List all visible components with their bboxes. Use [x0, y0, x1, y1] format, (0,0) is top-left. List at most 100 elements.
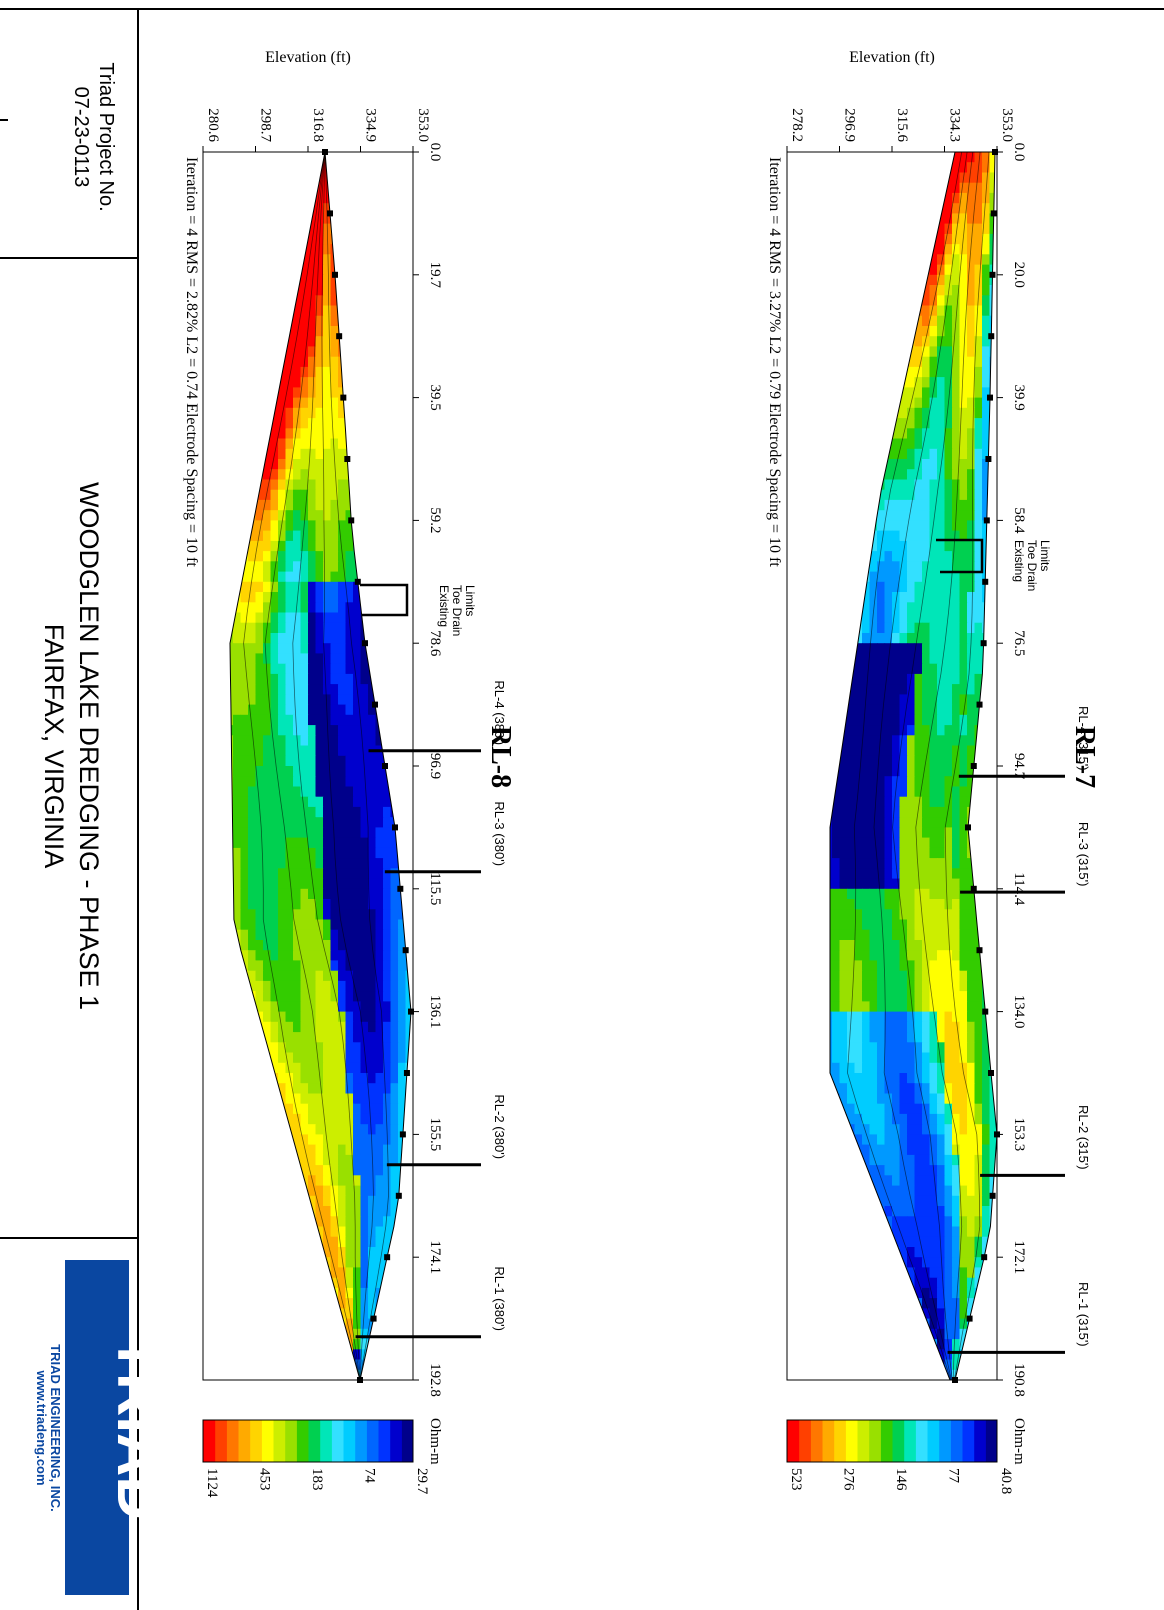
- rl7-resistivity-cell: [899, 1216, 908, 1228]
- rl8-resistivity-cell: [270, 643, 279, 654]
- rl7-resistivity-cell: [952, 192, 961, 204]
- rl7-resistivity-cell: [929, 551, 938, 562]
- rl8-resistivity-cell: [368, 909, 377, 921]
- rl7-resistivity-cell: [914, 285, 923, 296]
- rl7-resistivity-cell: [839, 837, 848, 849]
- rl8-resistivity-cell: [323, 837, 332, 849]
- rl7-resistivity-cell: [929, 1185, 938, 1197]
- rl8-resistivity-cell: [293, 428, 302, 440]
- rl7-resistivity-cell: [892, 1093, 901, 1105]
- rl7-resistivity-cell: [959, 274, 968, 286]
- rl7-resistivity-cell: [922, 387, 931, 399]
- rl8-resistivity-cell: [278, 673, 287, 685]
- rl8-resistivity-cell: [315, 397, 324, 409]
- rl7-resistivity-cell: [982, 499, 991, 511]
- rl7-resistivity-cell: [869, 991, 878, 1002]
- rl8-colorbar-tick-label: 74: [362, 1468, 378, 1484]
- rl8-resistivity-cell: [248, 499, 257, 511]
- rl8-resistivity-cell: [330, 489, 339, 501]
- rl7-resistivity-cell: [899, 469, 908, 480]
- rl7-resistivity-cell: [869, 878, 878, 890]
- rl8-resistivity-cell: [278, 418, 287, 429]
- rl8-resistivity-cell: [330, 407, 339, 419]
- rl8-resistivity-cell: [285, 725, 294, 736]
- rl7-resistivity-cell: [967, 909, 976, 921]
- rl7-resistivity-cell: [907, 960, 916, 972]
- rl7-resistivity-cell: [899, 837, 908, 849]
- rl8-electrode-marker: [340, 394, 347, 401]
- rl7-resistivity-cell: [877, 561, 886, 573]
- rl8-resistivity-cell: [300, 980, 309, 992]
- rl7-resistivity-cell: [929, 489, 938, 501]
- rl7-resistivity-cell: [922, 878, 931, 890]
- rl7-resistivity-cell: [862, 1073, 871, 1084]
- rl7-resistivity-cell: [907, 745, 916, 757]
- rl8-resistivity-cell: [360, 653, 369, 665]
- rl7-resistivity-cell: [884, 1175, 893, 1187]
- rl7-resistivity-cell: [830, 909, 833, 921]
- rl7-resistivity-cell: [907, 1011, 916, 1023]
- rl7-resistivity-cell: [907, 315, 916, 327]
- rl7-resistivity-cell: [929, 714, 938, 726]
- rl8-resistivity-cell: [375, 919, 384, 931]
- rl7-resistivity-cell: [967, 1216, 976, 1228]
- company-name: TRIAD ENGINEERING, INC.: [48, 1344, 63, 1512]
- rl7-resistivity-cell: [914, 980, 923, 992]
- rl7-y-tick-label: 296.9: [842, 108, 858, 142]
- rl8-resistivity-cell: [278, 755, 287, 767]
- rl7-resistivity-cell: [899, 499, 908, 511]
- rl8-resistivity-cell: [315, 817, 324, 828]
- rl8-contour-line: [324, 152, 389, 1380]
- rl7-resistivity-cell: [974, 1052, 983, 1064]
- rl8-resistivity-cell: [300, 305, 309, 317]
- rl7-resistivity-cell: [974, 438, 983, 450]
- rl7-resistivity-cell: [854, 755, 863, 767]
- rl8-resistivity-cell: [368, 806, 377, 818]
- rl8-resistivity-cell: [353, 1236, 362, 1248]
- rl8-resistivity-cell: [293, 919, 302, 931]
- rl8-resistivity-cell: [285, 397, 294, 409]
- rl7-resistivity-cell: [922, 366, 931, 378]
- rl7-resistivity-cell: [937, 1073, 946, 1084]
- rl7-resistivity-cell: [959, 827, 968, 839]
- rl8-resistivity-cell: [353, 796, 362, 808]
- rl8-resistivity-cell: [383, 1001, 392, 1013]
- rl7-resistivity-cell: [944, 991, 953, 1002]
- rl8-resistivity-cell: [323, 1001, 332, 1013]
- rl7-resistivity-cell: [982, 1206, 991, 1217]
- rl8-resistivity-cell: [285, 592, 294, 603]
- rl8-y-tick-label: 298.7: [258, 108, 274, 142]
- rl8-resistivity-cell: [345, 1236, 354, 1248]
- rl8-resistivity-cell: [240, 714, 249, 726]
- rl7-resistivity-cell: [989, 162, 997, 173]
- rl8-resistivity-cell: [330, 1267, 339, 1279]
- rl8-resistivity-cell: [390, 1093, 399, 1105]
- rl8-resistivity-cell: [308, 725, 317, 736]
- rl7-resistivity-cell: [832, 868, 841, 880]
- rl8-resistivity-cell: [360, 735, 369, 747]
- rl7-resistivity-cell: [884, 847, 893, 859]
- rl7-electrode-marker: [976, 947, 983, 954]
- rl7-resistivity-cell: [952, 622, 961, 634]
- rl7-resistivity-cell: [967, 356, 976, 368]
- rl8-resistivity-cell: [285, 407, 294, 419]
- rl7-resistivity-cell: [974, 305, 983, 317]
- rl8-resistivity-cell: [293, 786, 302, 798]
- rl7-resistivity-cell: [854, 1011, 863, 1023]
- rl8-x-tick-label: 174.1: [427, 1240, 443, 1274]
- rl8-resistivity-cell: [323, 612, 332, 624]
- rl7-resistivity-cell: [937, 1277, 946, 1289]
- rl7-resistivity-cell: [839, 1062, 848, 1074]
- rl7-resistivity-cell: [937, 387, 946, 399]
- rl8-resistivity-cell: [300, 448, 309, 460]
- rl8-resistivity-cell: [300, 796, 309, 808]
- rl7-resistivity-cell: [944, 786, 953, 798]
- rl8-colorbar-swatch: [343, 1420, 356, 1462]
- rl8-resistivity-cell: [233, 663, 242, 675]
- rl7-resistivity-cell: [914, 735, 923, 747]
- rl8-resistivity-cell: [323, 356, 332, 368]
- rl8-resistivity-cell: [315, 1124, 324, 1135]
- rl8-resistivity-cell: [293, 469, 302, 480]
- rl7-resistivity-cell: [907, 520, 916, 532]
- rl7-resistivity-cell: [884, 1093, 893, 1105]
